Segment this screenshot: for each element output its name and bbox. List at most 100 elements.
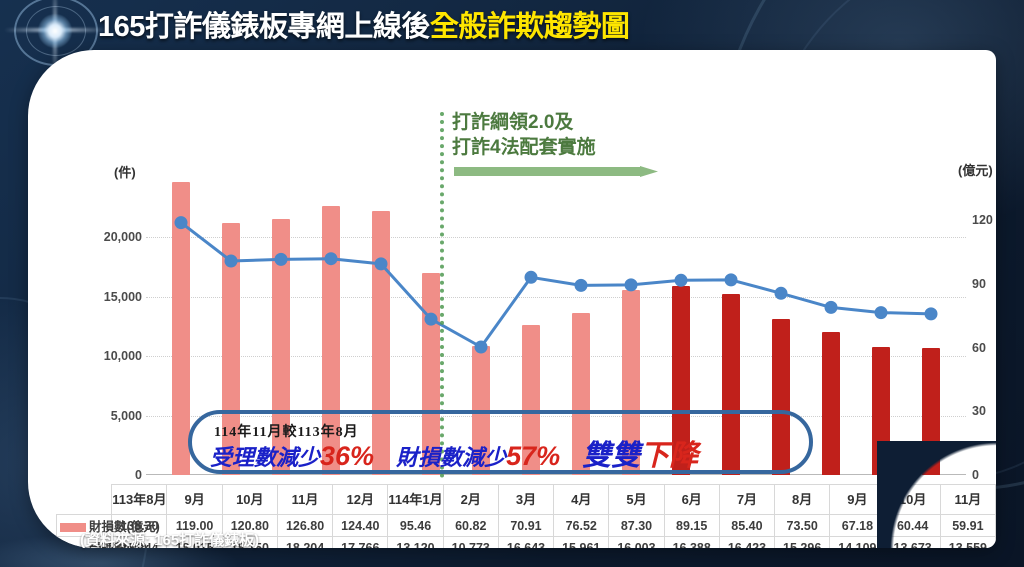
callout-seg3-value: 下降 [640,440,699,472]
case-count-cell: 16,423 [718,536,776,548]
case-count-cell: 17,766 [332,536,389,548]
case-count-legend-cell: 受理數(件) [55,536,147,548]
left-axis-tick-label: 15,000 [103,289,142,304]
callout-subtitle: 114年11月較113年8月 [214,425,359,440]
table-month-header: 9月 [829,484,886,515]
loss-amount-cell: 60.82 [442,514,499,537]
loss-amount-cell: 76.52 [553,514,610,537]
line-marker-11月 [924,307,938,321]
table-month-header: 114年1月 [387,484,444,515]
line-marker-10月 [874,306,888,320]
line-marker-7月 [724,273,738,287]
table-month-header: 10月 [221,484,278,515]
table-month-header: 10月 [884,484,941,515]
loss-amount-cell: 67.18 [829,514,886,537]
x-axis-baseline [146,474,966,475]
line-legend-label: 受理數(件) [89,542,147,548]
left-axis-tick-label: 20,000 [103,230,142,245]
case-count-cell: 18,150 [221,536,278,548]
table-month-header: 3月 [497,484,555,515]
loss-amount-cell: 59.91 [939,514,996,537]
callout-main-text: 受理數減少36% 財損數減少57% 雙雙下降 [210,440,698,477]
line-path [180,221,932,349]
case-count-cell: 14,109 [829,536,886,548]
callout-seg1-label: 受理數減少 [210,445,321,470]
summary-callout: 114年11月較113年8月 受理數減少36% 財損數減少57% 雙雙下降 [188,410,813,474]
gridline [146,237,966,239]
data-table: 113年8月 9月 10月 11月 12月 114年1月 2月 3月 4月 5月 6月 7月 8月 9月 1… [55,484,996,548]
bar-3月 [522,324,540,475]
loss-amount-cell: 87.30 [608,514,665,537]
bar-10月 [872,346,890,475]
policy-annotation-text: 打詐綱領2.0及 打詐4法配套實施 [452,110,596,160]
table-month-header: 9月 [166,484,223,515]
loss-amount-cell: 73.50 [774,514,831,537]
case-count-cell: 13,673 [884,536,941,548]
left-axis-tick-label: 10,000 [103,349,142,364]
case-count-cell: 15,961 [553,536,610,548]
case-count-cell: 16,643 [497,536,555,548]
loss-amount-cell: 70.91 [497,514,555,537]
case-count-row: 受理數(件)21,24418,01518,15018,20417,76613,1… [55,536,996,548]
table-month-header: 2月 [442,484,499,515]
policy-annotation-line2: 打詐4法配套實施 [452,137,596,158]
right-axis-tick-label: 60 [972,340,986,355]
policy-marker-line [440,112,444,478]
plot-area [146,178,966,475]
callout-seg2-label: 財損數減少 [396,445,507,470]
loss-amount-cell: 85.40 [718,514,776,537]
callout-seg1-value: 36% [320,441,375,471]
line-marker-6月 [674,273,688,287]
bar-legend-swatch [60,523,86,533]
line-marker-4月 [574,278,588,292]
bar-11月 [922,347,940,475]
case-count-cell: 16,388 [663,536,720,548]
table-month-header: 5月 [608,484,665,515]
bar-9月 [822,332,840,475]
table-month-header: 12月 [332,484,389,515]
chart-card: (件) (億元) 20,000 15,000 10,000 5,000 0 120 90 6… [28,50,996,548]
loss-amount-cell: 124.40 [332,514,389,537]
case-count-cell: 10,773 [442,536,499,548]
source-note: (資料來源: 165打詐儀錶板) [80,532,260,549]
line-legend-swatch [60,545,86,548]
gridline [146,356,966,358]
case-count-cell: 15,296 [774,536,831,548]
left-axis-tick-label: 0 [135,468,142,482]
right-axis-tick-label: 0 [972,468,979,482]
table-month-header: 11月 [276,484,334,515]
loss-amount-cell: 126.80 [276,514,334,537]
loss-amount-cell: 60.44 [884,514,941,537]
right-axis-tick-label: 30 [972,404,986,419]
case-count-cell: 13,559 [939,536,996,548]
title-white-part: 165打詐儀錶板專網上線後 [98,11,430,43]
loss-amount-cell: 119.00 [166,514,223,537]
table-header-row: 113年8月 9月 10月 11月 12月 114年1月 2月 3月 4月 5月 6月 7月 8月 9月 1… [57,484,996,515]
table-corner-cell [57,485,112,515]
loss-amount-cell: 95.46 [387,514,444,537]
table-month-header: 11月 [939,484,996,515]
table-month-header: 113年8月 [111,484,168,515]
right-axis-tick-label: 120 [972,213,993,228]
loss-amount-cell: 89.15 [663,514,720,537]
case-count-cell: 18,015 [166,536,223,548]
bar-113年8月 [172,181,190,475]
table-month-header: 8月 [774,484,831,515]
callout-seg2-value: 57% [506,441,561,471]
table-month-header: 7月 [718,484,776,515]
right-axis-unit: (億元) [958,163,993,178]
line-marker-9月 [824,300,838,314]
policy-annotation-line1: 打詐綱領2.0及 [452,112,574,133]
line-marker-3月 [524,270,538,284]
left-axis-tick-label: 5,000 [110,408,142,423]
case-count-cell: 13,120 [387,536,444,548]
page-title: 165打詐儀錶板專網上線後全般詐欺趨勢圖 [98,9,630,45]
policy-arrow-icon [454,166,658,177]
right-axis-tick-label: 90 [972,277,986,292]
line-marker-8月 [774,286,788,300]
bar-4月 [572,312,590,475]
case-count-cell: 16,003 [608,536,665,548]
loss-amount-cell: 138.30 [111,514,168,537]
gridline [146,296,966,298]
